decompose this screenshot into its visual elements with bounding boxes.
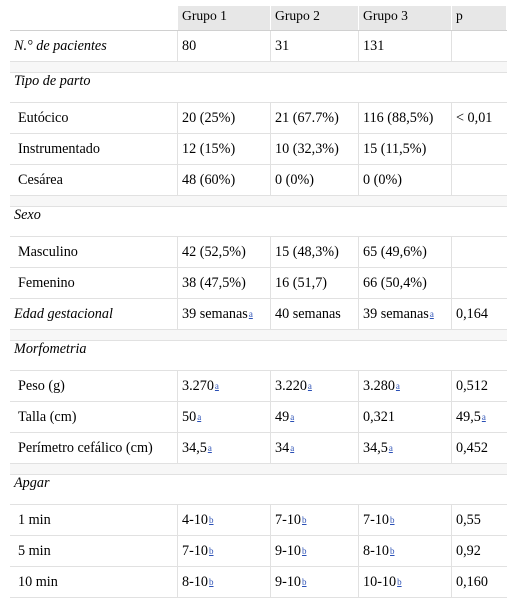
row-label: 10 min [10,567,178,597]
cell-value: 3.270 a [178,371,271,401]
data-table: Grupo 1 Grupo 2 Grupo 3 p N.° de pacient… [10,6,507,598]
section-header-sexo: Sexo [10,207,507,237]
cell-value: 34 a [271,433,359,463]
cell-value: 80 [178,31,271,61]
table-row: Cesárea 48 (60%) 0 (0%) 0 (0%) [10,165,507,196]
cell-value: 7-10 b [359,505,452,535]
row-label: Perímetro cefálico (cm) [10,433,178,463]
row-label: 5 min [10,536,178,566]
cell-value: 4-10 b [178,505,271,535]
cell-value: 50 a [178,402,271,432]
table-row: Peso (g) 3.270 a 3.220 a 3.280 a 0,512 [10,371,507,402]
cell-value: 49 a [271,402,359,432]
table-row: 1 min 4-10 b 7-10 b 7-10 b 0,55 [10,505,507,536]
cell-value: 0 (0%) [359,165,452,195]
header-grupo-1: Grupo 1 [178,6,271,30]
cell-value [452,237,507,267]
cell-value: 65 (49,6%) [359,237,452,267]
cell-value: 0,160 [456,573,488,590]
cell-value: 15 (11,5%) [359,134,452,164]
cell-value: 9-10 b [271,536,359,566]
table-row: Instrumentado 12 (15%) 10 (32,3%) 15 (11… [10,134,507,165]
cell-value: 21 (67.7%) [271,103,359,133]
table-row: Masculino 42 (52,5%) 15 (48,3%) 65 (49,6… [10,237,507,268]
section-spacer [10,196,507,207]
table-row: Eutócico 20 (25%) 21 (67.7%) 116 (88,5%)… [10,103,507,134]
cell-value: 116 (88,5%) [359,103,452,133]
cell-value: 39 semanas a [178,299,271,329]
section-spacer [10,62,507,73]
header-grupo-3: Grupo 3 [359,6,452,30]
cell-value: 66 (50,4%) [359,268,452,298]
section-title: Sexo [14,207,41,223]
row-label: Eutócico [10,103,178,133]
header-empty [10,6,178,30]
cell-value: 0,452 [456,439,488,456]
cell-value: 31 [271,31,359,61]
row-label: Peso (g) [10,371,178,401]
row-label: Femenino [10,268,178,298]
row-label: Edad gestacional [10,299,178,329]
table-row: 5 min 7-10 b 9-10 b 8-10 b 0,92 [10,536,507,567]
row-label: N.° de pacientes [10,31,178,61]
table-row: 10 min 8-10 b 9-10 b 10-10 b 0,160 [10,567,507,598]
section-title: Apgar [14,475,50,491]
cell-value: 20 (25%) [178,103,271,133]
cell-value: 0,92 [456,542,481,559]
cell-value: 39 semanas a [359,299,452,329]
cell-value: 15 (48,3%) [271,237,359,267]
cell-value [452,31,507,61]
cell-value: 0,164 [456,305,488,322]
section-title: Tipo de parto [14,73,91,89]
cell-value: 34,5 a [178,433,271,463]
section-header-apgar: Apgar [10,475,507,505]
table-row: Perímetro cefálico (cm) 34,5 a 34 a 34,5 a … [10,433,507,464]
cell-value: 34,5 a [359,433,452,463]
row-label: Talla (cm) [10,402,178,432]
section-header-tipo-parto: Tipo de parto [10,73,507,103]
section-spacer [10,330,507,341]
header-p: p [452,6,507,30]
section-spacer [10,464,507,475]
cell-value: 7-10 b [178,536,271,566]
cell-value: 0 (0%) [271,165,359,195]
cell-value: 10 (32,3%) [271,134,359,164]
cell-value [452,268,507,298]
header-grupo-2: Grupo 2 [271,6,359,30]
cell-value: 49,5 a [456,408,486,425]
section-header-morfometria: Morfometria [10,341,507,371]
cell-value [452,165,507,195]
cell-value: 131 [359,31,452,61]
table-row-edad-gestacional: Edad gestacional 39 semanas a 40 semanas … [10,299,507,330]
row-label: 1 min [10,505,178,535]
row-label: Masculino [10,237,178,267]
cell-value [452,134,507,164]
cell-value: 3.280 a [359,371,452,401]
cell-value: 3.220 a [271,371,359,401]
table-row: Talla (cm) 50 a 49 a 0,321 49,5 a [10,402,507,433]
cell-value: 0,55 [456,511,481,528]
row-label: Cesárea [10,165,178,195]
cell-value: 40 semanas [271,299,359,329]
cell-value: 42 (52,5%) [178,237,271,267]
cell-value: 38 (47,5%) [178,268,271,298]
cell-value: 9-10 b [271,567,359,597]
cell-value: 8-10 b [359,536,452,566]
cell-value: 48 (60%) [178,165,271,195]
cell-value: 16 (51,7) [271,268,359,298]
cell-value: 10-10 b [359,567,452,597]
cell-value: 12 (15%) [178,134,271,164]
cell-value: < 0,01 [456,109,493,126]
section-title: Morfometria [14,341,87,357]
table-header-row: Grupo 1 Grupo 2 Grupo 3 p [10,6,507,31]
cell-value: 8-10 b [178,567,271,597]
cell-value: 0,321 [359,402,452,432]
table-row-patients: N.° de pacientes 80 31 131 [10,31,507,62]
table-row: Femenino 38 (47,5%) 16 (51,7) 66 (50,4%) [10,268,507,299]
cell-value: 0,512 [456,377,488,394]
row-label: Instrumentado [10,134,178,164]
cell-value: 7-10 b [271,505,359,535]
